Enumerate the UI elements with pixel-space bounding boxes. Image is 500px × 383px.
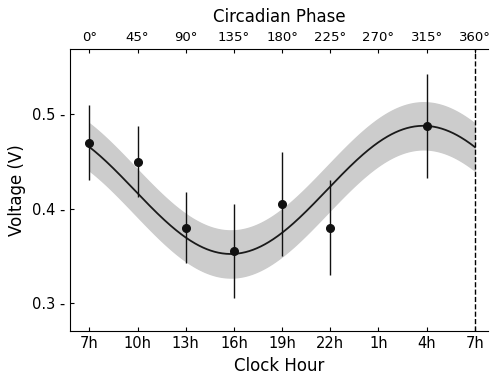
X-axis label: Clock Hour: Clock Hour	[234, 357, 324, 375]
Y-axis label: Voltage (V): Voltage (V)	[8, 144, 26, 236]
X-axis label: Circadian Phase: Circadian Phase	[212, 8, 345, 26]
